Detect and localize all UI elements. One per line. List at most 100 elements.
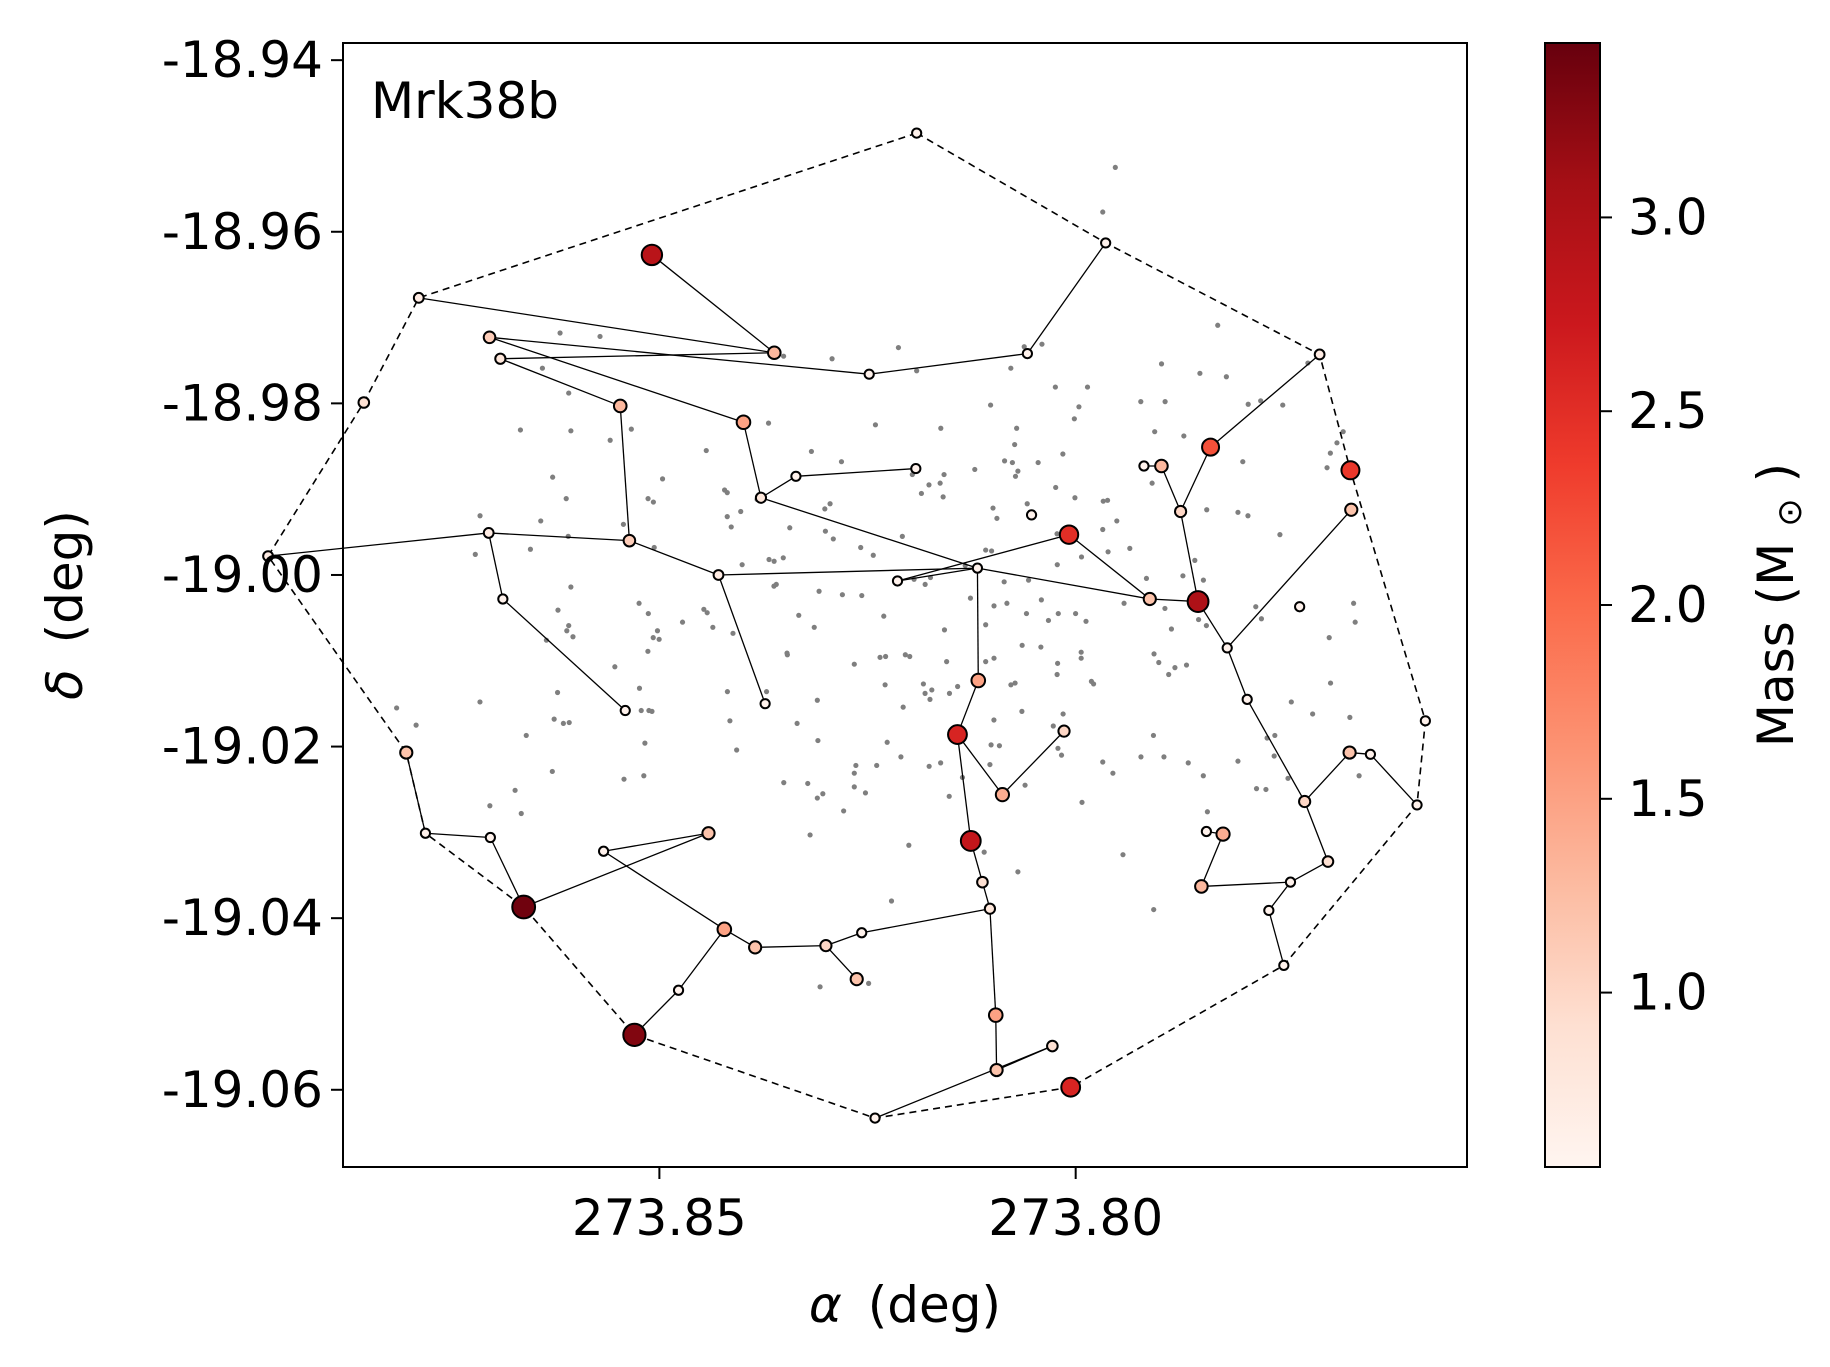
field-star [900,704,906,710]
field-star [972,466,978,473]
field-star [636,685,643,691]
member-star [989,1062,1004,1078]
field-star [560,720,566,727]
member-star [976,875,989,889]
mst-edge [1026,242,1107,354]
field-star [787,525,793,531]
member-star [735,414,752,431]
field-star [1004,600,1010,606]
field-star [1334,440,1340,446]
field-star [703,447,709,454]
member-star [748,940,763,955]
convex-hull [267,132,1427,1119]
field-star [1253,604,1259,610]
mst-edge [1304,752,1351,802]
mst-edge [976,568,979,681]
colorbar-tick-label: 1.0 [1628,964,1708,1022]
mst-edge [489,336,744,423]
field-star [882,682,888,688]
field-star [827,501,833,507]
field-star [739,562,745,568]
field-star [1052,384,1058,390]
field-star [477,513,483,519]
member-star [1340,460,1361,481]
mst-edge [755,944,826,948]
field-star [636,600,642,606]
mst-edge [1369,753,1418,806]
member-star [1058,524,1080,545]
member-star [766,345,782,361]
member-star [1173,504,1188,519]
member-star [1046,1039,1059,1053]
field-star [724,514,730,520]
field-star [1078,554,1085,560]
mst-edge [651,254,775,354]
member-star [1364,748,1377,760]
member-star [419,827,432,839]
field-star [1258,616,1265,622]
field-star [628,426,634,432]
field-star [1172,665,1178,671]
field-star [816,588,822,594]
field-star [641,773,647,779]
member-star [1411,799,1423,811]
member-star [357,396,371,409]
field-star [730,630,736,636]
field-star [1245,401,1251,407]
mst-edge [1068,534,1151,600]
field-star [1183,662,1190,668]
field-star [555,607,561,613]
field-star [1166,671,1172,678]
field-star [902,652,908,658]
field-star [1083,618,1089,624]
field-star [1023,610,1030,617]
field-star [539,365,546,371]
field-star [1001,458,1008,464]
mst-edge [489,336,870,375]
member-star [1060,1076,1082,1098]
field-star [987,761,993,768]
field-star [937,480,943,486]
field-star [1272,732,1278,739]
member-star [891,575,904,587]
field-star [988,548,995,554]
mst-edge [989,908,997,1016]
field-star [1271,753,1277,759]
field-star [1162,399,1168,405]
field-star [1197,370,1203,376]
field-star [704,610,710,616]
member-star [819,939,833,953]
mst-edge [956,734,972,842]
field-star [967,595,974,601]
mst-edge [619,405,631,541]
field-star [1204,809,1210,815]
field-star [701,606,707,612]
member-star [619,704,631,717]
field-star [1340,429,1346,435]
y-tick-label: -19.04 [162,889,323,947]
field-star [1120,852,1126,858]
field-star [1240,459,1246,465]
member-star [482,330,497,345]
x-axis-unit: (deg) [868,1276,1001,1334]
field-star [765,420,772,426]
field-star [659,476,666,482]
field-star [814,697,820,703]
field-star [1280,402,1286,408]
field-star [650,499,656,505]
mst-edge [1290,860,1329,883]
mst-edge [1226,509,1352,649]
field-star [1038,644,1044,650]
mst-edge [267,532,489,557]
field-star [991,717,997,723]
field-star [940,494,946,500]
field-star [1100,526,1106,533]
field-star [922,581,928,588]
member-star [1142,591,1157,607]
field-star [899,533,905,539]
field-star [518,810,524,817]
member-star [622,1022,647,1047]
field-star [906,842,912,848]
field-star [550,474,556,480]
